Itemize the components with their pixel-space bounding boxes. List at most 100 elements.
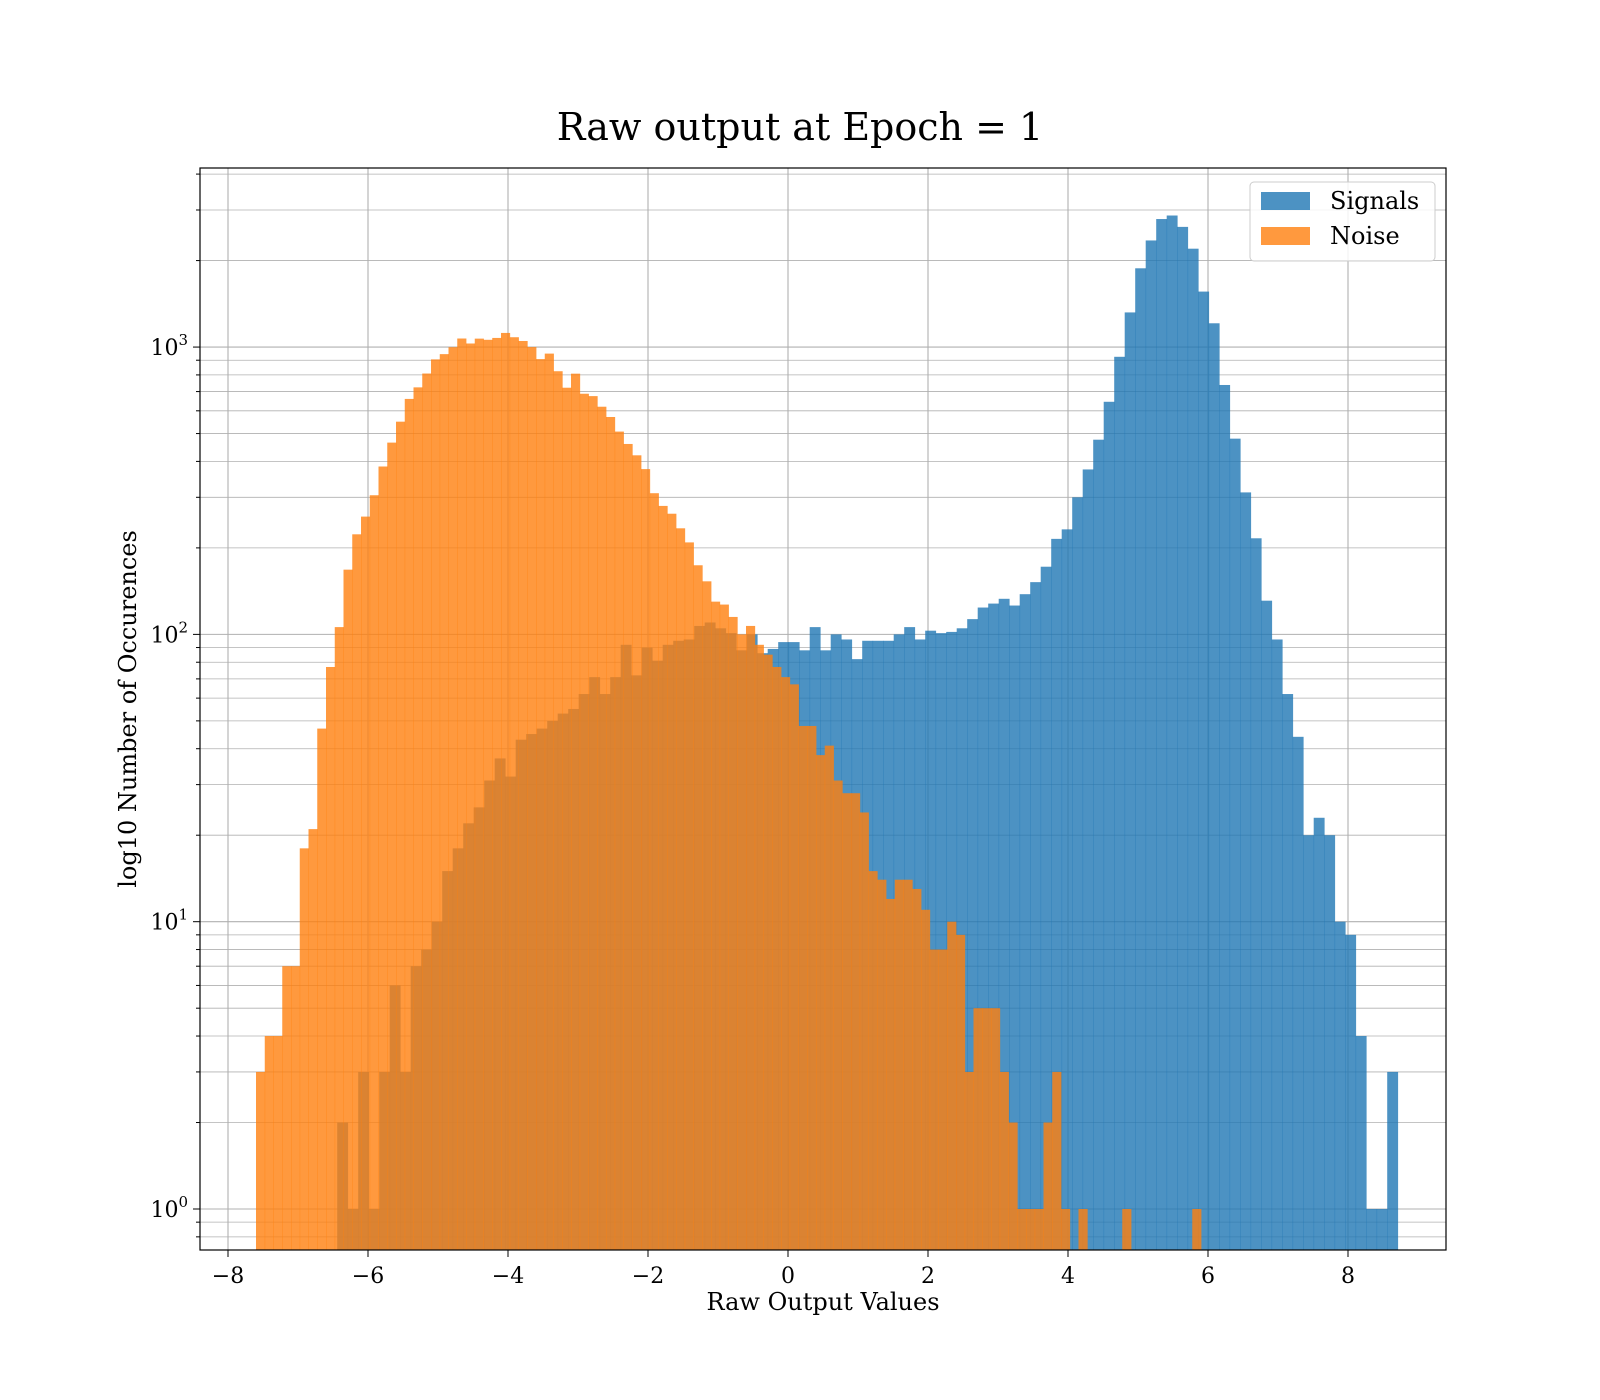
noise-bar (877, 879, 887, 1250)
noise-bar (457, 338, 467, 1250)
signals-bar (1093, 439, 1105, 1250)
signals-bar (1061, 529, 1073, 1250)
legend: Signals Noise (1249, 181, 1436, 262)
legend-swatch-noise (1261, 227, 1310, 245)
x-tick-label: 8 (1341, 1264, 1355, 1289)
signals-bar (967, 619, 979, 1250)
signals-bar (1292, 736, 1304, 1250)
noise-bar (1061, 1209, 1071, 1250)
noise-bar (623, 443, 633, 1251)
noise-bar (964, 1071, 974, 1250)
y-tick-label: 103 (150, 331, 188, 361)
noise-bar (886, 898, 896, 1250)
noise-bar (772, 666, 782, 1250)
noise-bar (921, 909, 931, 1250)
noise-bar (824, 745, 834, 1250)
noise-bar (422, 373, 432, 1250)
noise-bar (256, 1071, 266, 1250)
noise-bar (518, 340, 528, 1251)
signals-bar (925, 630, 937, 1250)
noise-bar (282, 966, 292, 1250)
noise-bar (684, 542, 694, 1250)
noise-bar (649, 493, 659, 1251)
noise-bar (448, 347, 458, 1250)
x-tick-label: −2 (632, 1264, 664, 1289)
noise-bar (334, 627, 344, 1250)
noise-bar (728, 616, 738, 1250)
noise-bar (474, 338, 484, 1250)
noise-bar (737, 634, 747, 1250)
noise-bar (1017, 1209, 1027, 1250)
signals-bar (1208, 323, 1220, 1250)
noise-bar (273, 1036, 283, 1250)
noise-bar (404, 398, 414, 1250)
signals-bar (1030, 582, 1042, 1250)
noise-bar (387, 442, 397, 1250)
signals-bar (977, 607, 989, 1250)
noise-bar (991, 1008, 1001, 1250)
signals-bar (1345, 934, 1357, 1250)
noise-bar (264, 1036, 274, 1250)
signals-bar (1124, 312, 1136, 1250)
signals-bar (1177, 226, 1189, 1250)
signals-bar (1019, 594, 1031, 1250)
signals-bar (1240, 492, 1252, 1250)
noise-bar (396, 421, 406, 1250)
noise-bar (868, 871, 878, 1250)
noise-bar (1078, 1209, 1088, 1250)
plot-area-frame (199, 167, 1447, 1251)
signals-bar (1135, 268, 1147, 1250)
noise-bar (536, 359, 546, 1250)
noise-bar (492, 337, 502, 1250)
noise-bar (667, 513, 677, 1250)
noise-bar (999, 1071, 1009, 1250)
legend-label-noise: Noise (1330, 222, 1400, 250)
signals-bar (1187, 248, 1199, 1250)
noise-bar (1008, 1122, 1018, 1250)
signals-bar (1303, 835, 1315, 1250)
noise-bar (956, 934, 966, 1250)
noise-bar (798, 725, 808, 1250)
noise-bar (693, 565, 703, 1250)
noise-bar (606, 416, 616, 1250)
x-axis-label: Raw Output Values (706, 1288, 939, 1316)
noise-bar (326, 666, 336, 1250)
signals-bar (1355, 1036, 1367, 1250)
signals-bar (1219, 384, 1231, 1251)
noise-bar (299, 848, 309, 1250)
y-axis-label: log10 Number of Occurences (114, 530, 142, 888)
signals-bar (1282, 694, 1294, 1250)
noise-bar (982, 1008, 992, 1250)
noise-bar (291, 966, 301, 1250)
signals-bar (1334, 921, 1346, 1250)
x-axis-ticks: −8 −6 −4 −2 0 2 4 6 8 (212, 1250, 1355, 1289)
signals-bar (1072, 497, 1084, 1250)
noise-bar (597, 406, 607, 1251)
noise-bar (676, 528, 686, 1250)
x-tick-label: −4 (492, 1264, 524, 1289)
signals-bar (1198, 291, 1210, 1251)
x-tick-label: 0 (781, 1264, 795, 1289)
noise-bar (1052, 1071, 1062, 1250)
signals-bar (1145, 240, 1157, 1250)
legend-swatch-signals (1261, 192, 1310, 210)
noise-bar (369, 495, 379, 1250)
signals-bar (1009, 605, 1021, 1250)
noise-bar (352, 534, 362, 1250)
noise-bar (746, 625, 756, 1250)
signals-bar (1166, 215, 1178, 1250)
histogram-bars (256, 215, 1399, 1251)
noise-bar (754, 644, 764, 1250)
noise-bar (894, 879, 904, 1250)
noise-bar (553, 371, 563, 1251)
noise-bar (816, 755, 826, 1250)
noise-bar (641, 469, 651, 1250)
noise-bar (562, 387, 572, 1251)
noise-bar (929, 949, 939, 1250)
noise-bar (711, 601, 721, 1250)
noise-bar (859, 812, 869, 1250)
y-axis-ticks: 100 101 102 103 (150, 173, 200, 1238)
noise-bar (1034, 1209, 1044, 1250)
signals-bar (1250, 538, 1262, 1250)
signals-bar (1103, 401, 1115, 1250)
